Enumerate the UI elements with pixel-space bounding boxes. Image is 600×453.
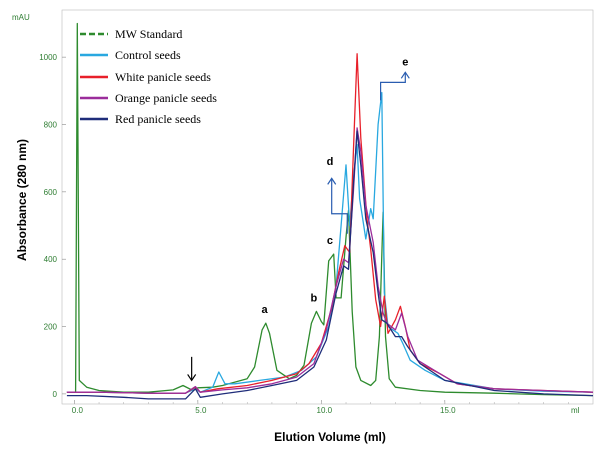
- y-unit-label: mAU: [12, 13, 30, 22]
- legend-label-control-seeds: Control seeds: [115, 48, 181, 62]
- x-tick-label: 10.0: [317, 406, 333, 415]
- void-volume-arrowhead: [187, 374, 197, 382]
- x-axis-title: Elution Volume (ml): [274, 430, 386, 444]
- bracket-d: [331, 178, 348, 234]
- legend-label-red-panicle-seeds: Red panicle seeds: [115, 112, 201, 126]
- y-tick-label: 400: [44, 255, 58, 264]
- y-tick-label: 600: [44, 188, 58, 197]
- y-tick-label: 800: [44, 120, 58, 129]
- legend-label-orange-panicle-seeds: Orange panicle seeds: [115, 91, 217, 105]
- series-line-control-seeds: [66, 91, 594, 394]
- y-axis-title: Absorbance (280 nm): [15, 139, 29, 261]
- series-lines: [66, 22, 594, 400]
- bracket-e: [380, 72, 406, 101]
- peak-label-b: b: [311, 292, 318, 304]
- legend-label-white-panicle-seeds: White panicle seeds: [115, 70, 211, 84]
- bracket-e-arrowhead: [400, 71, 410, 79]
- peak-label-d: d: [327, 156, 334, 168]
- y-axis-ticks: 0 200 400 600 800 1000: [39, 53, 66, 399]
- series-line-red-panicle-seeds: [66, 130, 594, 400]
- y-tick-label: 1000: [39, 53, 57, 62]
- legend: MW Standard Control seeds White panicle …: [80, 27, 217, 126]
- y-tick-label: 200: [44, 323, 58, 332]
- x-axis-ticks: 0.0 5.0 10.0 15.0: [72, 400, 569, 415]
- x-tick-label: 5.0: [195, 406, 207, 415]
- x-tick-label: 15.0: [440, 406, 456, 415]
- y-tick-label: 0: [53, 390, 58, 399]
- peak-label-a: a: [261, 304, 268, 316]
- x-unit-label: ml: [571, 406, 580, 415]
- peak-label-c: c: [327, 235, 333, 247]
- x-tick-label: 0.0: [72, 406, 84, 415]
- legend-label-mw-standard: MW Standard: [115, 27, 182, 41]
- peak-label-e: e: [402, 57, 408, 69]
- plot-area: [61, 9, 594, 405]
- annotations: a b c d e: [187, 57, 410, 382]
- bracket-d-arrowhead: [327, 177, 337, 185]
